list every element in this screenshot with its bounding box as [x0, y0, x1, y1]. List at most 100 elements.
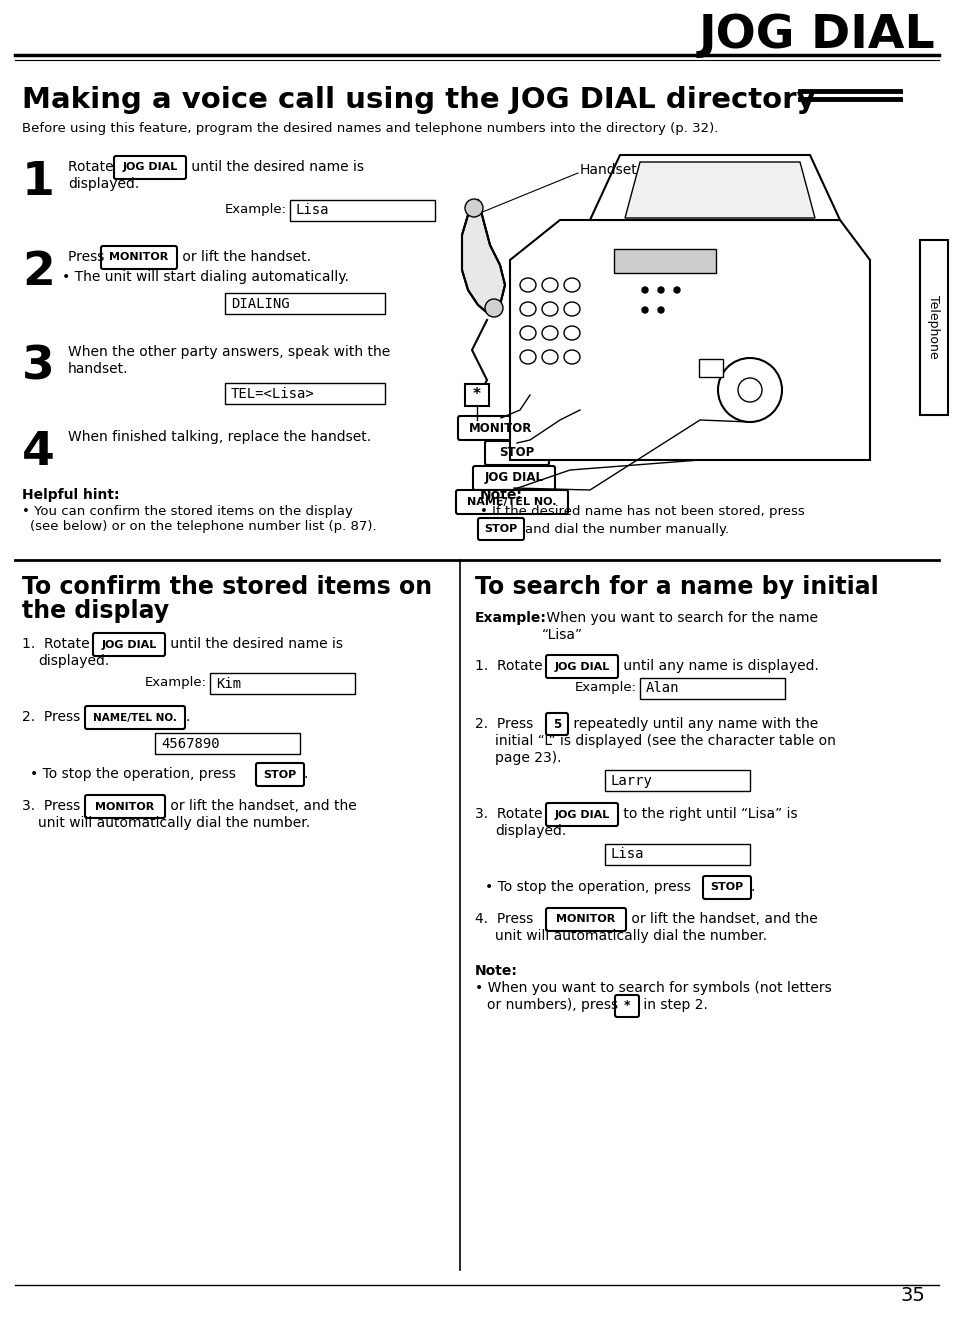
- FancyBboxPatch shape: [456, 490, 567, 514]
- Text: or numbers), press: or numbers), press: [486, 998, 622, 1012]
- Polygon shape: [510, 220, 869, 459]
- Ellipse shape: [541, 278, 558, 293]
- Text: Example:: Example:: [575, 681, 637, 694]
- Bar: [290, 200, 435, 221]
- Text: • To stop the operation, press: • To stop the operation, press: [30, 767, 240, 781]
- Text: JOG DIAL: JOG DIAL: [101, 639, 156, 650]
- Text: 3.  Press: 3. Press: [22, 798, 85, 813]
- Text: 1: 1: [22, 160, 55, 205]
- Text: until any name is displayed.: until any name is displayed.: [618, 659, 818, 673]
- Text: STOP: STOP: [498, 446, 534, 459]
- Text: To confirm the stored items on: To confirm the stored items on: [22, 575, 432, 598]
- Ellipse shape: [563, 350, 579, 364]
- Text: *: *: [623, 1000, 630, 1013]
- Circle shape: [658, 287, 663, 293]
- Text: the display: the display: [22, 598, 169, 624]
- Text: *: *: [473, 388, 480, 402]
- Text: 2.  Press: 2. Press: [475, 718, 537, 731]
- Text: NAME/TEL NO.: NAME/TEL NO.: [467, 496, 557, 507]
- Text: Helpful hint:: Helpful hint:: [22, 489, 119, 502]
- Text: repeatedly until any name with the: repeatedly until any name with the: [568, 718, 818, 731]
- Text: Larry: Larry: [610, 773, 652, 788]
- Text: 4.  Press: 4. Press: [475, 912, 537, 925]
- Circle shape: [641, 287, 647, 293]
- FancyBboxPatch shape: [614, 249, 716, 273]
- Text: • If the desired name has not been stored, press: • If the desired name has not been store…: [479, 504, 804, 518]
- Bar: [639, 678, 784, 699]
- Text: NAME/TEL NO.: NAME/TEL NO.: [93, 712, 176, 723]
- Text: Example:: Example:: [225, 203, 287, 216]
- Text: Note:: Note:: [475, 964, 517, 978]
- FancyBboxPatch shape: [484, 441, 548, 465]
- Text: page 23).: page 23).: [495, 751, 561, 765]
- FancyBboxPatch shape: [113, 156, 186, 179]
- Text: to the right until “Lisa” is: to the right until “Lisa” is: [618, 808, 797, 821]
- Text: MONITOR: MONITOR: [556, 915, 615, 924]
- Text: or lift the handset, and the: or lift the handset, and the: [626, 912, 817, 925]
- Polygon shape: [589, 155, 840, 220]
- Text: Rotate: Rotate: [68, 160, 118, 173]
- Circle shape: [464, 199, 482, 217]
- Ellipse shape: [519, 350, 536, 364]
- FancyBboxPatch shape: [101, 246, 177, 269]
- Text: JOG DIAL: JOG DIAL: [122, 163, 177, 172]
- Text: .: .: [186, 710, 191, 724]
- Ellipse shape: [519, 326, 536, 340]
- Text: STOP: STOP: [263, 769, 296, 780]
- Text: JOG DIAL: JOG DIAL: [554, 809, 609, 820]
- Text: JOG DIAL: JOG DIAL: [698, 12, 934, 57]
- FancyBboxPatch shape: [702, 876, 750, 899]
- Text: or lift the handset, and the: or lift the handset, and the: [166, 798, 356, 813]
- Text: Example:: Example:: [475, 610, 546, 625]
- Text: To search for a name by initial: To search for a name by initial: [475, 575, 878, 598]
- FancyBboxPatch shape: [85, 794, 165, 818]
- Text: TEL=<Lisa>: TEL=<Lisa>: [231, 387, 314, 400]
- Text: • When you want to search for symbols (not letters: • When you want to search for symbols (n…: [475, 981, 831, 996]
- Text: until the desired name is: until the desired name is: [187, 160, 364, 173]
- Text: unit will automatically dial the number.: unit will automatically dial the number.: [495, 929, 766, 943]
- Text: MONITOR: MONITOR: [110, 253, 169, 262]
- Text: • To stop the operation, press: • To stop the operation, press: [484, 880, 695, 894]
- Text: Kim: Kim: [215, 677, 241, 691]
- FancyBboxPatch shape: [545, 655, 618, 678]
- Text: (see below) or on the telephone number list (p. 87).: (see below) or on the telephone number l…: [30, 520, 376, 534]
- Bar: [919, 240, 947, 414]
- Circle shape: [718, 357, 781, 422]
- Text: Lisa: Lisa: [610, 847, 644, 862]
- Text: Telephone: Telephone: [926, 295, 940, 359]
- Circle shape: [738, 377, 761, 402]
- FancyBboxPatch shape: [464, 384, 489, 406]
- Ellipse shape: [519, 278, 536, 293]
- Circle shape: [484, 299, 502, 316]
- Text: 2.  Press: 2. Press: [22, 710, 85, 724]
- Text: Making a voice call using the JOG DIAL directory: Making a voice call using the JOG DIAL d…: [22, 86, 815, 114]
- Text: JOG DIAL: JOG DIAL: [484, 471, 543, 485]
- Circle shape: [641, 307, 647, 312]
- Text: • The unit will start dialing automatically.: • The unit will start dialing automatica…: [62, 270, 349, 285]
- Circle shape: [673, 287, 679, 293]
- Text: displayed.: displayed.: [38, 654, 110, 669]
- Text: JOG DIAL: JOG DIAL: [554, 662, 609, 671]
- Text: Lisa: Lisa: [295, 204, 329, 217]
- FancyBboxPatch shape: [545, 802, 618, 826]
- Ellipse shape: [541, 326, 558, 340]
- Text: 2: 2: [22, 250, 55, 295]
- Bar: [154, 733, 299, 753]
- Polygon shape: [461, 200, 504, 315]
- FancyBboxPatch shape: [255, 763, 304, 786]
- Text: initial “L” is displayed (see the character table on: initial “L” is displayed (see the charac…: [495, 733, 835, 748]
- Text: When you want to search for the name: When you want to search for the name: [541, 610, 817, 625]
- Text: in step 2.: in step 2.: [639, 998, 707, 1012]
- Ellipse shape: [519, 302, 536, 316]
- FancyBboxPatch shape: [615, 996, 639, 1017]
- Text: 5: 5: [553, 718, 560, 731]
- Text: When the other party answers, speak with the: When the other party answers, speak with…: [68, 346, 390, 359]
- Text: STOP: STOP: [710, 883, 742, 892]
- FancyBboxPatch shape: [92, 633, 165, 655]
- Text: Press: Press: [68, 250, 109, 263]
- Ellipse shape: [563, 302, 579, 316]
- Text: “Lisa”: “Lisa”: [541, 628, 582, 642]
- Bar: [225, 383, 385, 404]
- Bar: [210, 673, 355, 694]
- Text: MONITOR: MONITOR: [469, 421, 532, 434]
